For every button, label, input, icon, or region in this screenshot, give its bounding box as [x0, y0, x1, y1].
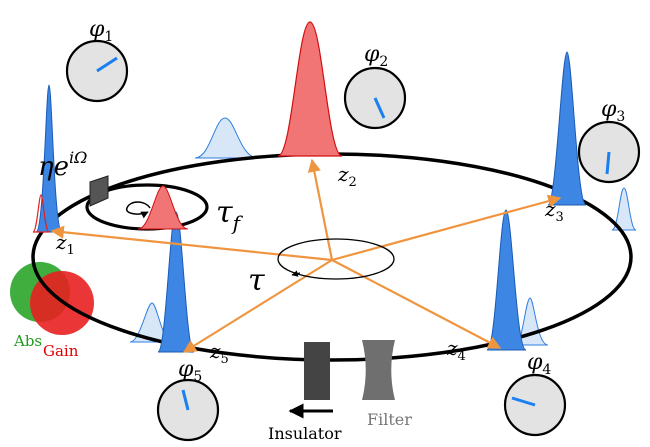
tau-f-inner-arrow: [125, 201, 151, 219]
abs-label: Abs: [13, 332, 42, 350]
tau-loop-arrow: [291, 270, 301, 277]
clock-2: [343, 66, 407, 130]
z2-label: z2: [337, 162, 357, 190]
pulse-red-filter: [137, 185, 189, 230]
pulse-red-small-z1: [32, 194, 50, 233]
z5-label: z5: [209, 339, 229, 367]
tau-label: τ: [248, 263, 265, 298]
eta-label: ηeiΩ: [38, 148, 87, 182]
phi5-label: φ5: [178, 357, 202, 385]
arrow-to-z2: [307, 158, 334, 261]
clock-5: [156, 378, 220, 442]
filter-label: Filter: [367, 410, 412, 429]
coupler-icon: [89, 175, 109, 207]
pulse-blue-z4: [486, 209, 527, 351]
pulse-blue-z1: [35, 84, 63, 233]
insulator-label: Insulator: [268, 424, 342, 443]
clock-4: [503, 373, 567, 437]
phi1-label: φ1: [89, 17, 113, 45]
phi3-label: φ3: [601, 97, 625, 125]
arrow-to-z4: [331, 259, 502, 349]
pulse-light-z4: [515, 297, 549, 346]
pulse-red-z2: [277, 21, 343, 157]
tau-f-label: τf: [216, 195, 244, 235]
insulator-block: [304, 342, 330, 400]
gain-label: Gain: [43, 342, 79, 360]
clock-3: [577, 120, 641, 184]
phi2-label: φ2: [364, 42, 388, 70]
arrow-to-z5: [182, 259, 333, 353]
pulse-light-z3: [611, 187, 637, 231]
arrow-to-z3: [331, 194, 562, 262]
tau-loop: [277, 238, 395, 280]
filter-lens: [362, 340, 395, 400]
clock-1: [65, 39, 129, 103]
z3-label: z3: [544, 197, 564, 225]
pulse-light-top-left: [194, 117, 259, 159]
pulse-blue-z5: [157, 211, 195, 353]
pulse-blue-z3: [547, 51, 587, 206]
z1-label: z1: [55, 230, 75, 258]
arrow-to-z1: [50, 225, 333, 262]
phi4-label: φ4: [527, 350, 551, 378]
z4-label: z4: [446, 336, 466, 364]
